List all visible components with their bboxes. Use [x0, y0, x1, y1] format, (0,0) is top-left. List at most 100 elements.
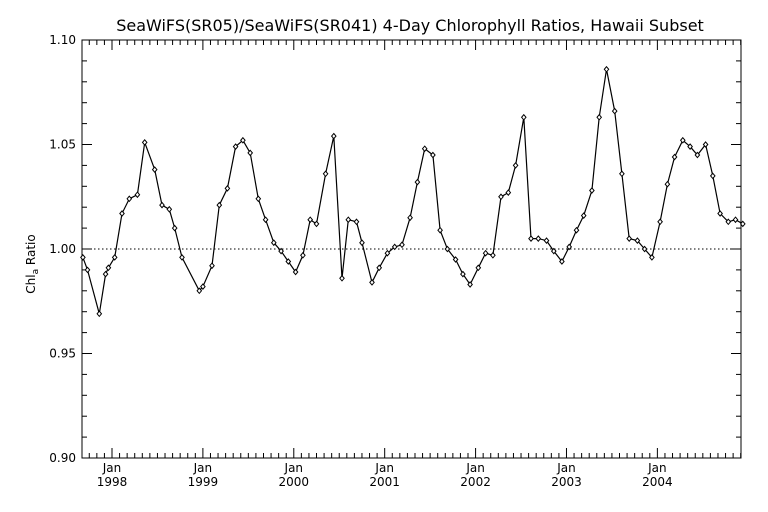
x-tick-label-month: Jan [465, 461, 485, 475]
data-point [657, 218, 663, 226]
y-tick-label: 1.10 [49, 33, 76, 47]
data-point [111, 254, 118, 261]
data-point [407, 214, 413, 222]
data-point [414, 178, 421, 186]
y-tick-label: 1.05 [49, 138, 76, 152]
data-point [566, 243, 573, 251]
y-axis-label-main: Chl [24, 274, 38, 293]
data-point [171, 224, 178, 232]
data-point [679, 136, 686, 144]
data-point [278, 247, 284, 255]
data-point [102, 270, 109, 278]
x-tick-label-year: 2000 [279, 475, 310, 489]
data-point [339, 274, 345, 282]
data-point [619, 170, 625, 178]
data-point [550, 247, 557, 255]
data-point [589, 187, 595, 194]
chart-title: SeaWiFS(SR05)/SeaWiFS(SR041) 4-Day Chlor… [116, 16, 704, 35]
data-point [247, 149, 254, 157]
series-group [80, 65, 746, 318]
data-point [430, 151, 436, 159]
data-point [687, 143, 693, 150]
data-point [126, 195, 133, 203]
data-point [119, 210, 125, 217]
y-axis-label: Chla Ratio [24, 234, 41, 293]
y-tick-label: 0.90 [49, 451, 76, 465]
data-point [543, 237, 550, 244]
data-point [313, 220, 320, 228]
y-tick-label: 0.95 [49, 347, 76, 361]
data-point [292, 268, 299, 276]
x-axis: Jan1998Jan1999Jan2000Jan2001Jan2002Jan20… [88, 40, 742, 489]
data-point [300, 251, 306, 259]
data-point [270, 239, 277, 247]
data-point [520, 113, 527, 121]
data-point [641, 245, 648, 253]
x-tick-label-year: 2002 [460, 475, 491, 489]
x-tick-label-month: Jan [374, 461, 394, 475]
data-point [580, 212, 587, 219]
data-point [505, 189, 512, 196]
data-point [353, 218, 360, 226]
data-point [467, 281, 473, 288]
data-point [84, 266, 91, 274]
data-point [498, 193, 504, 201]
data-point [694, 151, 701, 159]
data-point [649, 254, 655, 261]
data-point [262, 216, 269, 224]
y-axis-label-subscript: a [31, 269, 41, 275]
data-point [559, 258, 565, 265]
x-tick-label-month: Jan [102, 461, 122, 475]
data-point [664, 180, 671, 188]
x-tick-label-year: 1999 [188, 475, 219, 489]
series-line [82, 69, 744, 314]
data-point [151, 166, 158, 173]
data-point [359, 239, 365, 247]
data-point [134, 191, 141, 199]
x-tick-label-month: Jan [193, 461, 213, 475]
data-point [255, 195, 262, 203]
data-point [535, 235, 542, 242]
data-point [512, 162, 519, 169]
data-point [603, 65, 610, 73]
data-point [725, 218, 732, 226]
data-point [671, 153, 678, 161]
data-point [80, 254, 86, 261]
data-point [345, 216, 352, 224]
data-point [460, 270, 466, 278]
data-point [307, 216, 314, 224]
data-point [285, 258, 292, 265]
data-point [596, 113, 603, 121]
data-point [437, 226, 443, 234]
data-point [224, 185, 231, 192]
data-point [376, 264, 383, 272]
data-point [626, 235, 633, 242]
y-axis-label-suffix: Ratio [24, 234, 38, 269]
data-point [739, 220, 746, 228]
x-tick-label-year: 2003 [551, 475, 582, 489]
data-point [96, 310, 103, 318]
data-point [444, 245, 451, 253]
data-point [421, 145, 428, 153]
x-tick-label-year: 2001 [369, 475, 400, 489]
data-point [232, 143, 239, 150]
data-point [732, 216, 739, 224]
data-point [611, 107, 618, 115]
x-tick-label-month: Jan [284, 461, 304, 475]
data-point [166, 205, 173, 213]
data-point [702, 141, 709, 148]
y-tick-label: 1.00 [49, 242, 76, 256]
data-point [216, 201, 223, 209]
x-tick-label-year: 2004 [642, 475, 673, 489]
data-point [179, 254, 185, 261]
data-point [399, 241, 405, 249]
data-point [573, 226, 580, 234]
data-point [196, 287, 203, 295]
data-point [475, 264, 482, 272]
data-point [391, 243, 398, 251]
data-point [384, 249, 391, 257]
data-point [240, 136, 246, 144]
data-point [634, 237, 641, 244]
data-point [709, 172, 716, 180]
